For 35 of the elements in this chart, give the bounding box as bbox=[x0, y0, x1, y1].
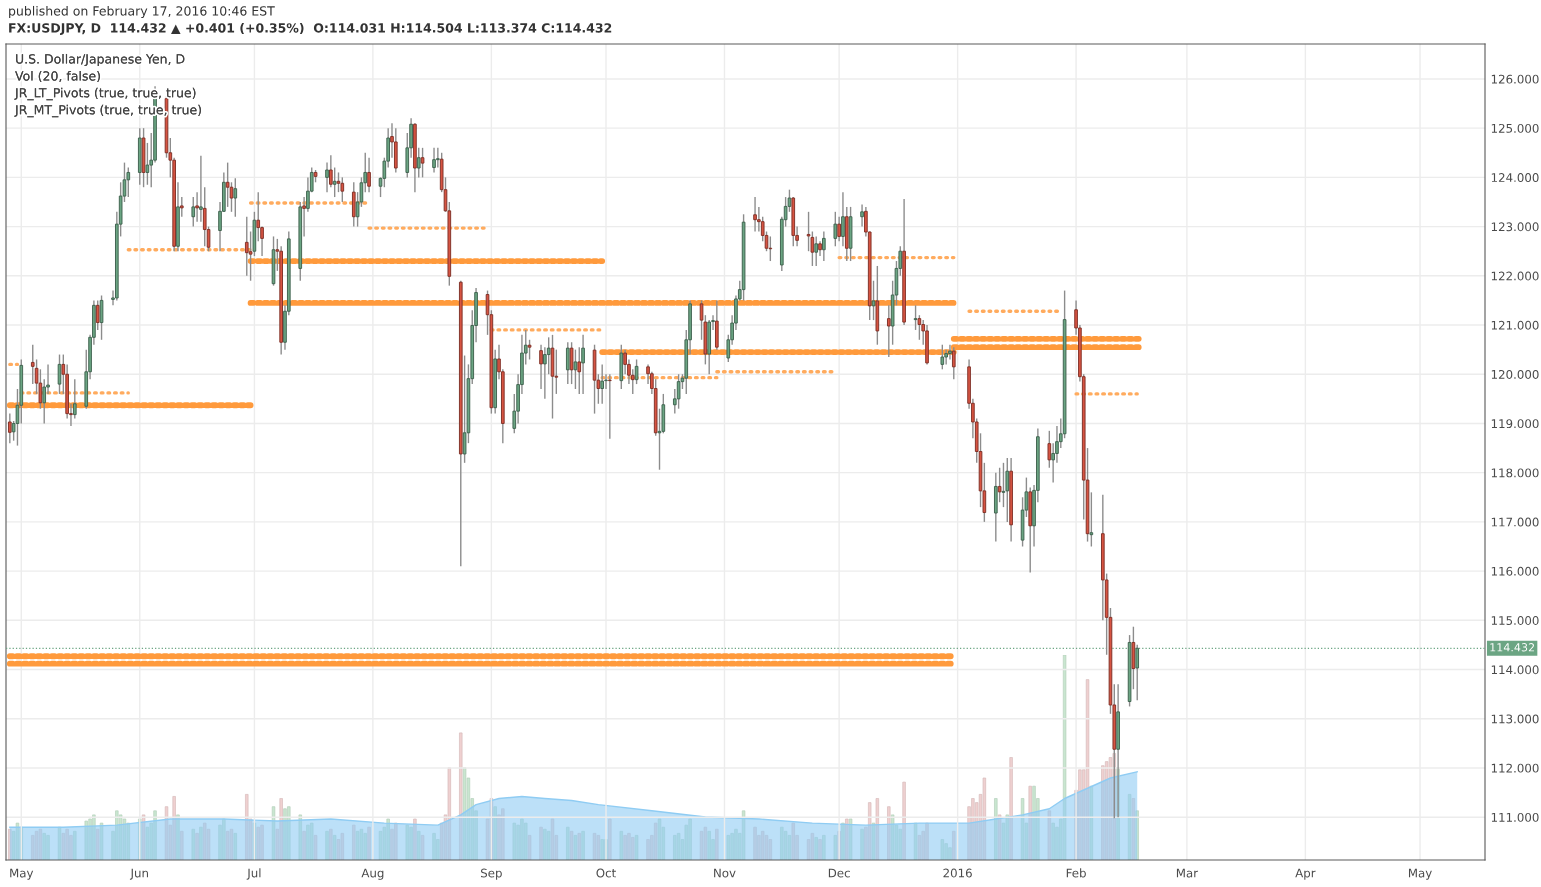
y-tick-label: 118.000 bbox=[1491, 468, 1539, 478]
x-tick-label: Apr bbox=[1295, 868, 1316, 880]
x-tick-label: Nov bbox=[714, 868, 736, 878]
y-tick-label: 121.000 bbox=[1491, 320, 1539, 330]
y-tick-label: 122.000 bbox=[1491, 271, 1539, 281]
y-tick-label: 123.000 bbox=[1491, 222, 1539, 232]
annotation: U.S. Dollar/Japanese Yen, D bbox=[16, 53, 185, 67]
y-tick-label: 125.000 bbox=[1491, 123, 1539, 133]
y-tick-label: 115.000 bbox=[1491, 616, 1539, 625]
x-tick-label: Aug bbox=[361, 868, 384, 880]
x-tick-label: 2016 bbox=[943, 868, 972, 878]
x-tick-label: Jun bbox=[129, 868, 148, 880]
y-tick-label: 117.000 bbox=[1491, 517, 1539, 527]
x-tick-label: Mar bbox=[1176, 868, 1199, 878]
y-tick-label: 119.000 bbox=[1491, 419, 1539, 429]
x-tick-label: Sep bbox=[481, 868, 502, 880]
x-tick-label: Jul bbox=[246, 868, 261, 880]
y-tick-label: 126.000 bbox=[1491, 74, 1539, 84]
annotation: JR_LT_Pivots (true, true, true) bbox=[14, 87, 196, 101]
annotation: Vol (20, false) bbox=[15, 70, 100, 83]
x-tick-label: Oct bbox=[596, 868, 616, 878]
y-tick-label: 112.000 bbox=[1491, 763, 1539, 773]
chart-subtitle: published on February 17, 2016 10:46 EST bbox=[9, 5, 275, 19]
x-tick-label: Feb bbox=[1066, 868, 1086, 878]
y-tick-label: 120.000 bbox=[1491, 369, 1539, 379]
x-tick-label: May bbox=[10, 868, 34, 880]
y-tick-label: 114.000 bbox=[1491, 665, 1539, 675]
y-tick-label: 116.000 bbox=[1491, 566, 1539, 576]
y-tick-label: 124.000 bbox=[1491, 173, 1539, 183]
x-tick-label: May bbox=[1408, 868, 1432, 880]
ref-line-label: 114.432 bbox=[1490, 643, 1534, 652]
x-tick-label: Dec bbox=[828, 868, 850, 878]
y-tick-label: 113.000 bbox=[1491, 714, 1539, 724]
y-tick-label: 111.000 bbox=[1491, 812, 1539, 822]
chart-title: FX:USDJPY, D 114.432 ▲ +0.401 (+0.35%) O:114.031 H:114.504 L:113.374 C:114.432 bbox=[9, 22, 612, 35]
